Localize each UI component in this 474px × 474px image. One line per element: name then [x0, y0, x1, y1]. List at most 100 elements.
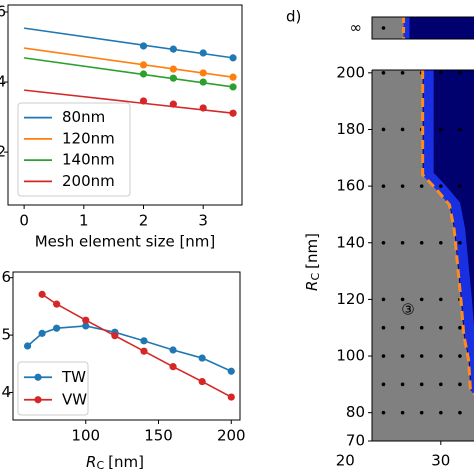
- sample-dot: [400, 325, 405, 330]
- sample-dot: [400, 240, 405, 245]
- marker: [198, 354, 206, 362]
- sample-dot: [439, 354, 443, 358]
- symbol: R: [86, 453, 96, 471]
- marker: [229, 54, 237, 62]
- outside-region: [422, 70, 474, 394]
- sample-dot: [458, 410, 462, 415]
- y-tick-label: 4: [0, 73, 6, 91]
- sample-dot: [419, 410, 424, 415]
- strip-dot: [381, 26, 386, 30]
- sample-dot: [381, 410, 386, 415]
- legend-label: 200nm: [62, 172, 115, 190]
- region-annotation: ③: [401, 301, 414, 319]
- sample-dot: [439, 382, 443, 387]
- y-tick-label: 6: [0, 3, 6, 21]
- y-tick-label: 180: [336, 120, 365, 138]
- sample-dot: [381, 297, 386, 302]
- fit-line: [24, 27, 234, 59]
- marker: [229, 109, 237, 117]
- subscript: C: [309, 273, 322, 281]
- x-tick-label: 100: [71, 427, 100, 445]
- marker: [23, 342, 32, 350]
- fit-line: [24, 89, 234, 115]
- marker: [139, 70, 148, 78]
- sample-dot: [439, 184, 443, 188]
- marker: [227, 393, 235, 401]
- sample-dot: [439, 127, 443, 132]
- sample-dot: [400, 382, 405, 387]
- symbol: R: [303, 281, 321, 291]
- sample-dot: [381, 325, 386, 330]
- strip-edge: [403, 17, 410, 39]
- x-tick-label: 150: [144, 427, 173, 445]
- marker: [227, 367, 235, 375]
- y-tick-label: 80: [346, 403, 365, 421]
- strip-outside: [403, 17, 474, 39]
- legend-label: VW: [62, 390, 87, 408]
- sample-dot: [400, 184, 405, 188]
- y-tick-label: 70: [346, 432, 365, 450]
- marker: [139, 97, 148, 105]
- strip-inside: [372, 17, 404, 39]
- marker: [229, 83, 237, 91]
- sample-dot: [458, 354, 462, 358]
- sample-dot: [439, 71, 443, 75]
- y-tick-label: 5: [1, 326, 11, 344]
- unit: [nm]: [108, 453, 144, 471]
- legend-label: 140nm: [62, 151, 115, 169]
- sample-dot: [439, 240, 443, 245]
- series-line: [41, 293, 232, 398]
- sample-dot: [419, 297, 424, 302]
- legend-box: [17, 102, 131, 197]
- sample-dot: [419, 354, 424, 358]
- sample-dot: [458, 240, 462, 245]
- sample-dot: [419, 382, 424, 387]
- sample-dot: [458, 127, 462, 132]
- x-tick-label: 2: [139, 212, 149, 230]
- y-tick-label: 140: [336, 233, 365, 251]
- strip-frame: [371, 16, 474, 40]
- marker: [38, 290, 46, 298]
- marker: [169, 363, 177, 371]
- marker: [229, 73, 237, 81]
- infinity-label: ∞: [350, 19, 363, 37]
- sample-dot: [400, 71, 405, 75]
- legend-label: 120nm: [62, 129, 115, 147]
- x-tick-label: 3: [198, 212, 208, 230]
- fit-line: [24, 57, 234, 88]
- y-tick-label: 6: [1, 268, 11, 286]
- marker: [111, 332, 119, 340]
- plot-frame: [7, 4, 243, 206]
- legend-label: 80nm: [62, 108, 105, 126]
- infinity-strip: [372, 17, 474, 39]
- unit: [nm]: [303, 233, 321, 269]
- marker: [53, 300, 61, 308]
- marker: [139, 61, 148, 69]
- sample-dot: [381, 240, 386, 245]
- marker: [169, 74, 177, 82]
- sample-dot: [419, 240, 424, 245]
- marker: [199, 69, 207, 77]
- marker: [140, 337, 148, 345]
- sample-dot: [439, 410, 443, 415]
- marker: [169, 346, 177, 354]
- y-tick-label: 200: [336, 63, 365, 81]
- sample-dot: [419, 325, 424, 330]
- sample-dot: [458, 382, 462, 387]
- sample-dot: [381, 382, 386, 387]
- y-tick-label: 160: [336, 177, 365, 195]
- x-tick-label: 30: [431, 452, 450, 470]
- marker: [82, 322, 90, 330]
- y-tick-label: 120: [336, 290, 365, 308]
- sample-dot: [400, 297, 405, 302]
- x-tick-label: 20: [336, 452, 355, 470]
- sample-dot: [458, 325, 462, 330]
- x-axis-label: Mesh element size [nm]: [35, 233, 216, 251]
- y-tick-label: 2: [0, 143, 6, 161]
- marker: [82, 316, 90, 324]
- legend-marker: [34, 396, 42, 404]
- y-tick-label: 100: [336, 347, 365, 365]
- marker: [169, 65, 177, 73]
- sample-dot: [381, 184, 386, 188]
